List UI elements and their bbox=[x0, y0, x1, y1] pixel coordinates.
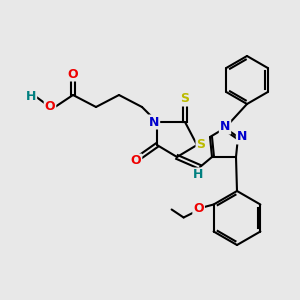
Text: S: S bbox=[196, 139, 206, 152]
Text: H: H bbox=[193, 169, 203, 182]
Text: O: O bbox=[131, 154, 141, 167]
Text: N: N bbox=[220, 121, 230, 134]
Text: S: S bbox=[181, 92, 190, 106]
Text: O: O bbox=[68, 68, 78, 80]
Text: O: O bbox=[45, 100, 55, 113]
Text: O: O bbox=[193, 202, 204, 215]
Text: H: H bbox=[26, 89, 36, 103]
Text: N: N bbox=[149, 116, 159, 128]
Text: N: N bbox=[237, 130, 247, 143]
